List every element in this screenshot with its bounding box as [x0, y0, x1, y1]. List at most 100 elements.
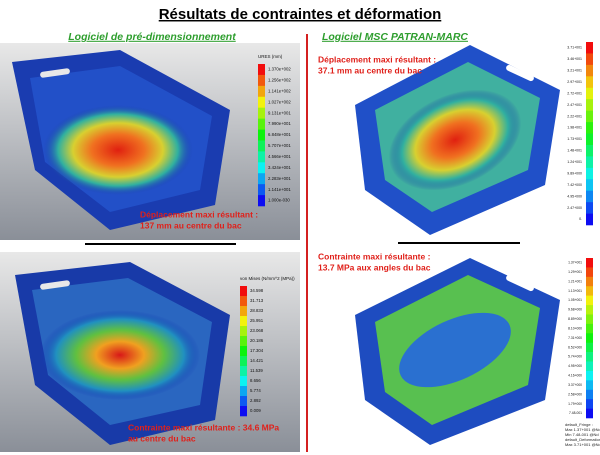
color-swatch	[240, 406, 247, 417]
color-swatch	[586, 352, 593, 362]
color-swatch	[586, 99, 593, 111]
legend-label: 20.186	[250, 338, 264, 343]
legend-label: 2.892	[250, 398, 261, 403]
legend-label: 1.79+000	[568, 402, 582, 406]
legend-label: 6.52+000	[568, 345, 582, 349]
legend-label: 1.98+001	[567, 126, 582, 130]
footnote: Max 3.71+001 @Nd 5435	[565, 442, 600, 447]
color-swatch	[586, 190, 593, 203]
color-swatch	[240, 346, 247, 357]
color-swatch	[586, 314, 593, 325]
legend-label: 9.89+000	[567, 171, 582, 175]
legend-label: 25.951	[250, 318, 264, 323]
color-swatch	[586, 342, 593, 353]
color-swatch	[240, 306, 247, 317]
legend-label: 8.656	[250, 378, 261, 383]
color-swatch	[586, 323, 593, 334]
color-swatch	[258, 96, 265, 108]
color-swatch	[240, 286, 247, 297]
legend-label: 0.	[579, 217, 582, 221]
caption: 137 mm au centre du bac	[140, 220, 242, 230]
caption: au centre du bac	[128, 433, 196, 443]
legend-label: 1.29+001	[568, 270, 582, 274]
legend-label: 5.707e+001	[268, 143, 291, 148]
legend-label: 9.68+000	[568, 308, 582, 312]
color-swatch	[586, 167, 593, 180]
heading: Logiciel de pré-dimensionnement	[68, 31, 236, 43]
color-swatch	[258, 184, 265, 196]
caption: 13.7 MPa aux angles du bac	[318, 262, 431, 272]
legend-label: 2.58+000	[568, 392, 582, 396]
color-swatch	[258, 64, 265, 76]
legend-label: 1.21+001	[568, 279, 582, 283]
legend-label: 2.97+001	[567, 80, 582, 84]
caption: Contrainte maxi résultante : 34.6 MPa	[128, 422, 279, 432]
color-swatch	[258, 173, 265, 185]
footnote: Min 7.48-001 @Nd 15569	[565, 432, 600, 437]
legend-label: 6.848e+001	[268, 132, 291, 137]
legend-label: 4.566e+001	[268, 154, 291, 159]
color-swatch	[258, 118, 265, 130]
legend-label: 7.31+000	[568, 336, 582, 340]
color-swatch	[258, 85, 265, 98]
legend-label: 0.009	[250, 408, 261, 413]
color-swatch	[258, 129, 265, 141]
color-swatch	[240, 316, 247, 327]
color-swatch	[258, 162, 265, 174]
color-swatch	[586, 144, 593, 157]
legend-label: 4.16+000	[568, 374, 582, 378]
legend-title: URES (mm)	[258, 54, 283, 59]
legend-label: 2.22+001	[567, 114, 582, 118]
title: Résultats de contraintes et déformation	[159, 6, 442, 23]
color-swatch	[586, 87, 593, 100]
legend-label: 17.304	[250, 348, 264, 353]
color-swatch	[586, 408, 593, 419]
color-swatch	[586, 333, 593, 344]
bin	[355, 45, 560, 235]
color-swatch	[240, 336, 247, 347]
legend-label: 3.46+001	[567, 57, 582, 61]
legend-label: 5.74+000	[568, 355, 582, 359]
legend-label: 4.95+000	[567, 194, 582, 198]
heading: Logiciel MSC PATRAN-MARC	[322, 31, 468, 43]
color-swatch	[240, 326, 247, 337]
color-swatch	[240, 386, 247, 397]
footnote: Max 1.37+001 @Nd 15917	[565, 427, 600, 432]
color-swatch	[258, 151, 265, 163]
color-swatch	[586, 64, 593, 77]
legend-label: 3.424e+001	[268, 165, 291, 170]
legend-label: 8.89+000	[568, 317, 582, 321]
color-swatch	[586, 202, 593, 214]
legend-label: 34.598	[250, 288, 264, 293]
color-swatch	[586, 53, 593, 66]
color-swatch	[586, 389, 593, 400]
color-swatch	[586, 295, 593, 306]
legend-label: 1.48+001	[567, 149, 582, 153]
legend-label: 28.833	[250, 308, 264, 313]
legend-label: 1.256e+002	[268, 78, 291, 83]
bin	[15, 262, 230, 445]
legend-label: 1.05+001	[568, 298, 582, 302]
caption: Déplacement maxi résultant :	[140, 209, 258, 219]
legend-label: 3.21+001	[567, 69, 582, 73]
bin	[12, 50, 230, 230]
color-swatch	[240, 356, 247, 367]
legend-label: 11.539	[250, 368, 263, 373]
caption: Contrainte maxi résultante :	[318, 251, 431, 261]
color-swatch	[586, 179, 593, 191]
color-swatch	[240, 366, 247, 377]
color-swatch	[240, 376, 247, 387]
legend-label: 1.141e+002	[268, 88, 291, 93]
color-swatch	[240, 296, 247, 307]
legend-label: 2.72+001	[567, 91, 582, 95]
legend-label: 23.068	[250, 328, 264, 333]
legend-label: 14.421	[250, 358, 264, 363]
legend-label: 7.990e+001	[268, 121, 291, 126]
bin	[355, 258, 560, 445]
legend-label: 3.37+000	[568, 383, 582, 387]
legend-label: 8.10+000	[568, 326, 582, 330]
color-swatch	[586, 380, 593, 391]
color-swatch	[586, 258, 593, 268]
footnote: default_Deformation :	[565, 437, 600, 442]
